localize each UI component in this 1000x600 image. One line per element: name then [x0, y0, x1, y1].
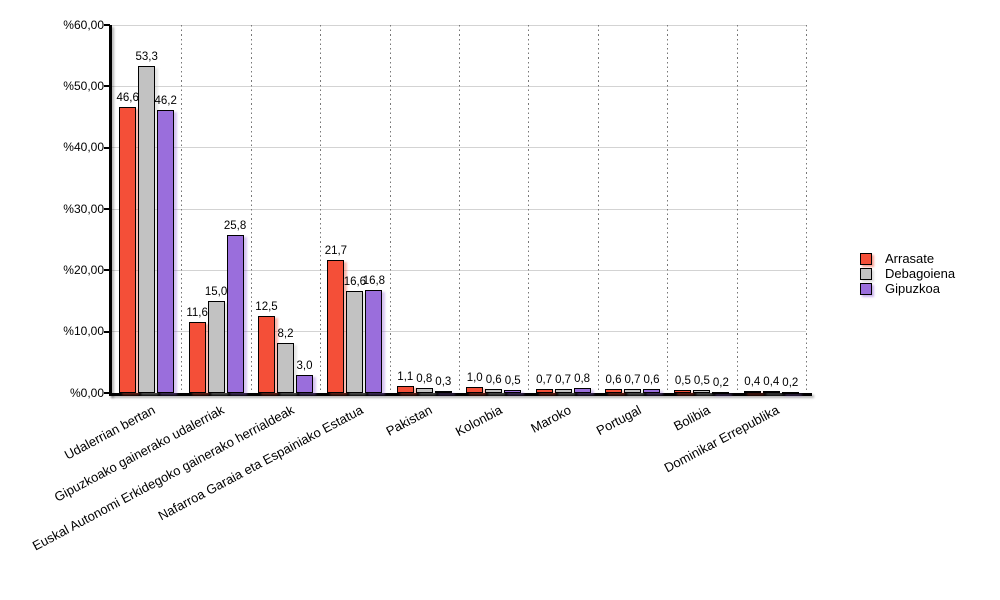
bar-value-label: 21,7	[324, 244, 348, 257]
y-axis-tick-label: %30,00	[63, 201, 104, 216]
bar-value-label: 46,6	[116, 92, 139, 105]
bar-arrasate	[743, 390, 761, 393]
legend-swatch	[860, 282, 872, 295]
y-axis-line	[109, 25, 112, 396]
y-axis-tick-label: %60,00	[63, 17, 104, 32]
bar-value-label: 16,6	[343, 276, 367, 289]
bar-arrasate	[674, 389, 692, 393]
y-axis-tick	[104, 146, 110, 149]
bar-value-label: 25,8	[223, 219, 247, 232]
y-axis-tick	[104, 85, 110, 88]
bar-arrasate	[188, 321, 206, 393]
bar-debagoiena	[554, 388, 572, 393]
bar-arrasate	[119, 107, 137, 393]
bar-value-label: 12,5	[255, 301, 278, 314]
group-separator	[459, 25, 460, 393]
bar-debagoiena	[138, 66, 156, 393]
y-axis-tick-label: %40,00	[63, 140, 104, 155]
bar-gipuzkoa	[296, 374, 313, 393]
legend-item-arrasate: Arrasate	[860, 251, 955, 266]
bar-debagoiena	[415, 388, 433, 393]
legend: Arrasate Debagoiena Gipuzkoa	[860, 251, 955, 296]
bar-value-label: 0,8	[416, 373, 433, 386]
bar-value-label: 3,0	[296, 359, 313, 372]
bar-debagoiena	[277, 342, 294, 393]
group-separator	[528, 25, 530, 393]
group-separator	[181, 25, 183, 393]
bar-value-label: 0,5	[693, 374, 710, 387]
bar-debagoiena	[762, 390, 780, 393]
y-axis-tick-label: %0,00	[69, 385, 104, 400]
bar-value-label: 16,8	[362, 274, 386, 287]
bar-gipuzkoa	[157, 109, 175, 393]
bar-gipuzkoa	[504, 389, 522, 393]
bar-value-label: 53,3	[135, 51, 158, 64]
y-axis-tick-label: %10,00	[63, 324, 104, 339]
y-axis-tick-label: %20,00	[63, 262, 104, 277]
bar-gipuzkoa	[781, 391, 799, 394]
bar-gipuzkoa	[434, 391, 452, 394]
bar-value-label: 0,2	[782, 376, 799, 389]
bar-value-label: 46,2	[154, 94, 177, 107]
legend-item-debagoiena: Debagoiena	[860, 266, 955, 281]
bar-debagoiena	[485, 389, 503, 393]
bar-value-label: 0,6	[643, 374, 660, 387]
legend-label: Arrasate	[885, 250, 935, 266]
bar-value-label: 0,7	[624, 373, 641, 386]
bar-value-label: 1,0	[466, 371, 483, 384]
group-separator	[389, 25, 391, 393]
bar-gipuzkoa	[573, 388, 591, 393]
bar-value-label: 0,7	[555, 373, 572, 386]
bar-arrasate	[258, 316, 275, 393]
bar-gipuzkoa	[643, 389, 660, 393]
legend-item-gipuzkoa: Gipuzkoa	[860, 281, 955, 296]
bar-debagoiena	[624, 388, 641, 393]
bar-value-label: 11,6	[186, 306, 208, 319]
y-axis-tick	[104, 269, 110, 272]
bar-arrasate	[396, 386, 414, 393]
x-axis-line	[109, 393, 812, 396]
bar-arrasate	[327, 259, 345, 393]
y-axis-tick	[104, 392, 110, 394]
bar-debagoiena	[346, 291, 364, 393]
legend-label: Gipuzkoa	[885, 280, 940, 296]
legend-swatch	[860, 252, 872, 265]
bar-value-label: 0,5	[504, 374, 521, 387]
bar-value-label: 0,5	[674, 374, 691, 387]
bar-gipuzkoa	[226, 234, 244, 393]
y-axis-tick	[104, 330, 110, 333]
bar-value-label: 0,7	[536, 373, 553, 386]
bar-arrasate	[535, 388, 553, 393]
y-axis-tick	[104, 208, 110, 210]
bar-value-label: 15,0	[204, 286, 228, 298]
bar-value-label: 0,6	[605, 374, 622, 387]
group-separator	[736, 25, 738, 393]
bar-value-label: 8,2	[277, 327, 294, 340]
legend-swatch	[860, 267, 872, 280]
bar-value-label: 0,3	[435, 376, 452, 389]
bar-gipuzkoa	[365, 289, 383, 393]
bar-debagoiena	[693, 389, 711, 393]
legend-label: Debagoiena	[885, 265, 956, 281]
group-separator	[250, 25, 252, 393]
group-separator	[806, 25, 807, 393]
y-axis-tick-label: %50,00	[63, 78, 104, 93]
bar-value-label: 0,4	[763, 375, 780, 388]
group-separator	[320, 25, 322, 393]
bar-gipuzkoa	[712, 391, 730, 394]
group-separator	[597, 25, 599, 393]
group-separator	[667, 25, 669, 393]
bar-arrasate	[605, 389, 622, 393]
bar-value-label: 0,6	[485, 374, 502, 387]
bar-value-label: 0,4	[744, 375, 761, 388]
bar-value-label: 1,1	[397, 371, 414, 384]
y-axis-tick	[104, 24, 110, 26]
bar-arrasate	[466, 386, 484, 393]
bar-value-label: 0,8	[574, 373, 591, 386]
bar-debagoiena	[207, 301, 225, 393]
bar-value-label: 0,2	[712, 376, 729, 389]
